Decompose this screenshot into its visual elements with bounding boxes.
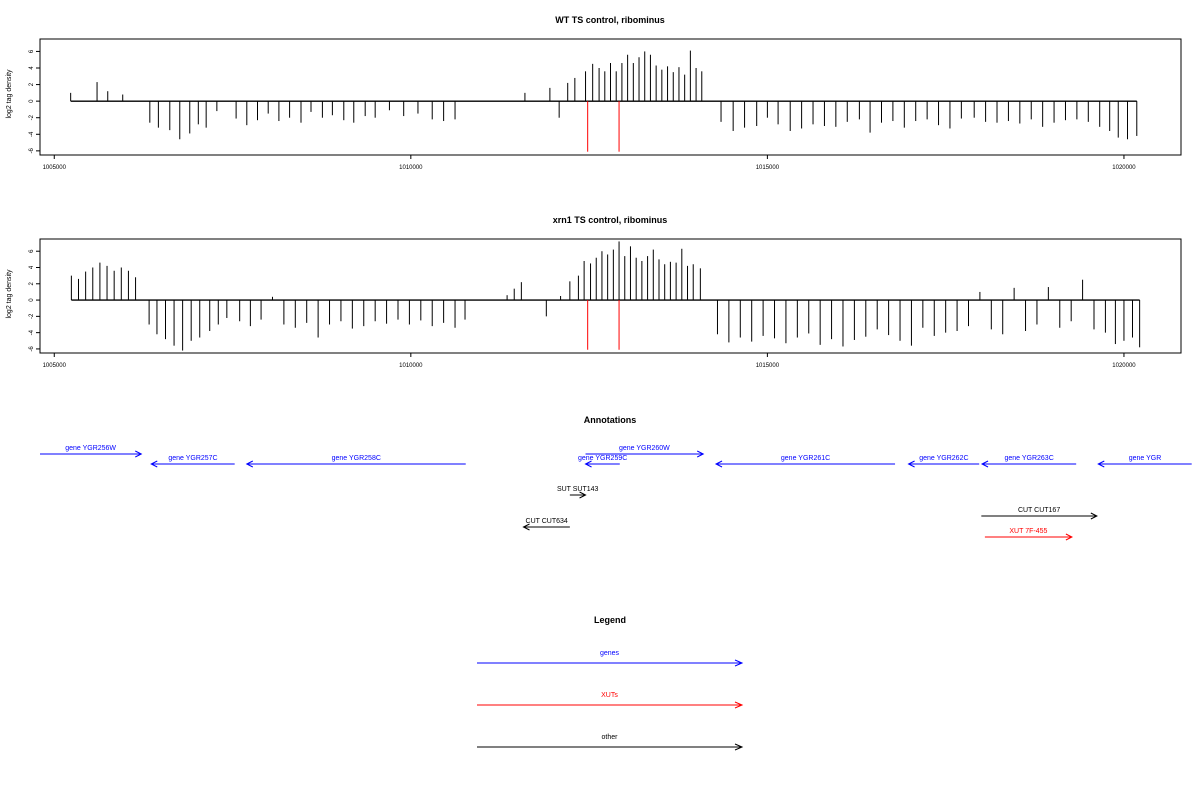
annotation-features: gene YGR256W gene YGR257C gene YGR258C gene… <box>40 445 1192 541</box>
y-tick-label: 4 <box>29 265 35 269</box>
x-tick-label: 1015000 <box>756 165 780 171</box>
annotation-gene-ygr261c: gene YGR261C <box>714 455 896 468</box>
arrow-head-icon <box>1090 512 1098 520</box>
arrow-head-icon <box>135 450 143 458</box>
legend-label: XUTs <box>601 692 618 699</box>
annotation-label: CUT CUT167 <box>1018 507 1060 514</box>
annotation-gene-ygr262c: gene YGR262C <box>907 455 980 468</box>
legend-item-xuts: XUTs <box>477 692 744 709</box>
annotation-label: gene YGR262C <box>919 455 968 462</box>
annotation-label: SUT SUT143 <box>557 486 599 493</box>
annotation-gene-ygr257c: gene YGR257C <box>150 455 235 468</box>
arrow-head-icon <box>1097 460 1105 468</box>
y-tick-label: 2 <box>29 82 35 86</box>
arrow-head-icon <box>980 460 989 468</box>
annotation-cut-cut634: CUT CUT634 <box>522 518 570 531</box>
y-tick-label: -6 <box>29 346 35 352</box>
panel-title: xrn1 TS control, ribominus <box>553 215 668 225</box>
annotations-title: Annotations <box>584 415 637 425</box>
y-tick-label: -6 <box>29 148 35 154</box>
panel-xrn1-ts-control: xrn1 TS control, ribominus log2 tag dens… <box>6 215 1182 369</box>
x-tick-label: 1005000 <box>43 363 67 369</box>
arrow-head-icon <box>1065 533 1074 541</box>
red-markers <box>587 300 620 350</box>
arrow-head-icon <box>579 491 587 499</box>
y-axis-label: log2 tag density <box>6 269 13 319</box>
y-tick-label: 4 <box>29 66 35 70</box>
legend-label: other <box>602 734 619 741</box>
legend-item-other: other <box>477 734 744 751</box>
y-axis-label: log2 tag density <box>6 69 13 119</box>
annotation-label: gene YGR263C <box>1004 455 1053 462</box>
arrow-head-icon <box>714 460 723 468</box>
y-tick-label: 0 <box>29 99 35 103</box>
axis-ticks: -6 -4 -2 0 2 4 6 1005000 1010000 1015000 1020000 <box>29 249 1136 369</box>
legend-item-genes: genes <box>477 650 744 667</box>
x-tick-label: 1010000 <box>399 363 423 369</box>
red-markers <box>587 101 620 152</box>
legend-title: Legend <box>594 615 626 625</box>
y-tick-label: -2 <box>29 313 35 319</box>
plot-frame <box>39 238 1182 354</box>
annotation-label: XUT 7F-455 <box>1009 528 1047 535</box>
y-tick-label: 6 <box>29 249 35 253</box>
x-tick-label: 1020000 <box>1112 363 1136 369</box>
x-tick-label: 1005000 <box>43 165 67 171</box>
annotation-label: gene YGR <box>1129 455 1162 462</box>
annotation-label: gene YGR258C <box>332 455 381 462</box>
y-tick-label: 2 <box>29 281 35 285</box>
density-bars <box>70 241 1141 351</box>
arrow-head-icon <box>734 701 744 709</box>
arrow-head-icon <box>734 659 744 667</box>
arrow-head-icon <box>734 743 744 751</box>
annotation-gene-ygr259c: gene YGR259C <box>578 455 627 468</box>
annotation-gene-ygr263c: gene YGR263C <box>980 455 1077 468</box>
annotation-gene-ygr: gene YGR <box>1097 455 1192 468</box>
annotation-sut-sut143: SUT SUT143 <box>557 486 599 499</box>
y-tick-label: -4 <box>29 131 35 137</box>
arrow-head-icon <box>522 523 530 531</box>
annotation-cut-cut167: CUT CUT167 <box>981 507 1098 520</box>
annotation-gene-ygr258c: gene YGR258C <box>245 455 466 468</box>
annotation-label: gene YGR256W <box>65 445 116 452</box>
x-tick-label: 1020000 <box>1112 165 1136 171</box>
y-tick-label: 0 <box>29 298 35 302</box>
legend: Legend genes XUTs other <box>477 615 744 751</box>
y-tick-label: -4 <box>29 329 35 335</box>
y-tick-label: -2 <box>29 114 35 120</box>
density-bars <box>70 50 1138 140</box>
arrow-head-icon <box>907 460 915 468</box>
x-tick-label: 1010000 <box>399 165 423 171</box>
annotation-label: gene YGR260W <box>619 445 670 452</box>
panel-title: WT TS control, ribominus <box>555 15 665 25</box>
arrow-head-icon <box>245 460 254 468</box>
arrow-head-icon <box>696 450 705 458</box>
annotation-gene-ygr260w: gene YGR260W <box>585 445 705 458</box>
legend-label: genes <box>600 650 620 657</box>
legend-items: genes XUTs other <box>477 650 744 751</box>
annotation-label: gene YGR259C <box>578 455 627 462</box>
x-tick-label: 1015000 <box>756 363 780 369</box>
plot-frame <box>39 38 1182 156</box>
annotation-xut-7f-455: XUT 7F-455 <box>984 528 1074 541</box>
y-tick-label: 6 <box>29 49 35 53</box>
arrow-head-icon <box>150 460 158 468</box>
annotation-gene-ygr256w: gene YGR256W <box>40 445 143 458</box>
annotation-label: gene YGR261C <box>781 455 830 462</box>
arrow-head-icon <box>584 460 592 468</box>
annotation-label: CUT CUT634 <box>526 518 568 525</box>
panel-wt-ts-control: WT TS control, ribominus log2 tag densit… <box>6 15 1182 171</box>
axis-ticks: -6 -4 -2 0 2 4 6 1005000 1010000 1015000 1020000 <box>29 49 1136 171</box>
annotation-label: gene YGR257C <box>168 455 217 462</box>
